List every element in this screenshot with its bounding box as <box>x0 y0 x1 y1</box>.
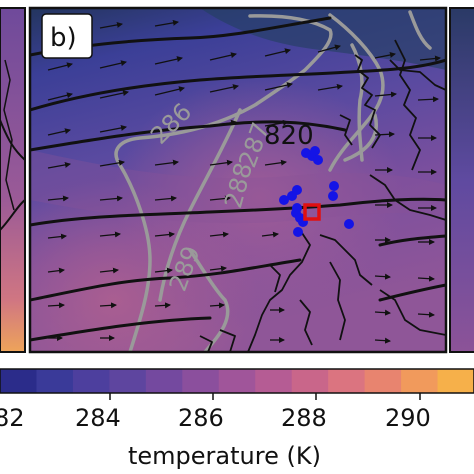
station-markers <box>279 146 354 237</box>
station-marker <box>279 195 289 205</box>
colorbar-segment <box>291 369 329 393</box>
main-panel-frame <box>28 6 448 354</box>
colorbar-segment <box>401 369 439 393</box>
panel-label-box: b) <box>41 13 93 59</box>
colorbar-tick-2: 286 <box>178 404 224 432</box>
station-marker <box>293 227 303 237</box>
colorbar-segment <box>437 369 474 393</box>
colorbar-tick-4: 290 <box>385 404 431 432</box>
colorbar-segment <box>182 369 220 393</box>
main-map-panel: 286 289 288 287 820 <box>30 8 446 352</box>
colorbar <box>0 369 474 393</box>
station-marker <box>344 219 354 229</box>
colorbar-tick-3: 288 <box>281 404 327 432</box>
station-marker <box>313 155 323 165</box>
colorbar-ticks <box>109 393 421 400</box>
station-marker <box>310 146 320 156</box>
wind-arrows <box>47 19 441 344</box>
colorbar-label: temperature (K) <box>128 442 321 470</box>
left-panel-fragment <box>0 7 26 353</box>
colorbar-segment <box>36 369 74 393</box>
colorbar-frame <box>0 368 474 394</box>
station-marker <box>328 191 338 201</box>
right-panel-fragment <box>449 7 474 353</box>
contour-label-820: 820 <box>264 121 314 151</box>
colorbar-segment <box>255 369 293 393</box>
target-location-marker <box>303 203 321 221</box>
colorbar-segment <box>109 369 147 393</box>
colorbar-segment <box>364 369 402 393</box>
panel-label: b) <box>50 23 77 53</box>
station-marker <box>292 185 302 195</box>
colorbar-segment <box>72 369 110 393</box>
station-marker <box>329 181 339 191</box>
colorbar-tick-1: 284 <box>75 404 121 432</box>
colorbar-segment <box>328 369 366 393</box>
colorbar-tick-0: 82 <box>0 404 25 432</box>
coastlines <box>199 39 446 352</box>
colorbar-segment <box>0 369 38 393</box>
colorbar-segment <box>218 369 256 393</box>
colorbar-segment <box>145 369 183 393</box>
station-marker <box>292 203 302 213</box>
